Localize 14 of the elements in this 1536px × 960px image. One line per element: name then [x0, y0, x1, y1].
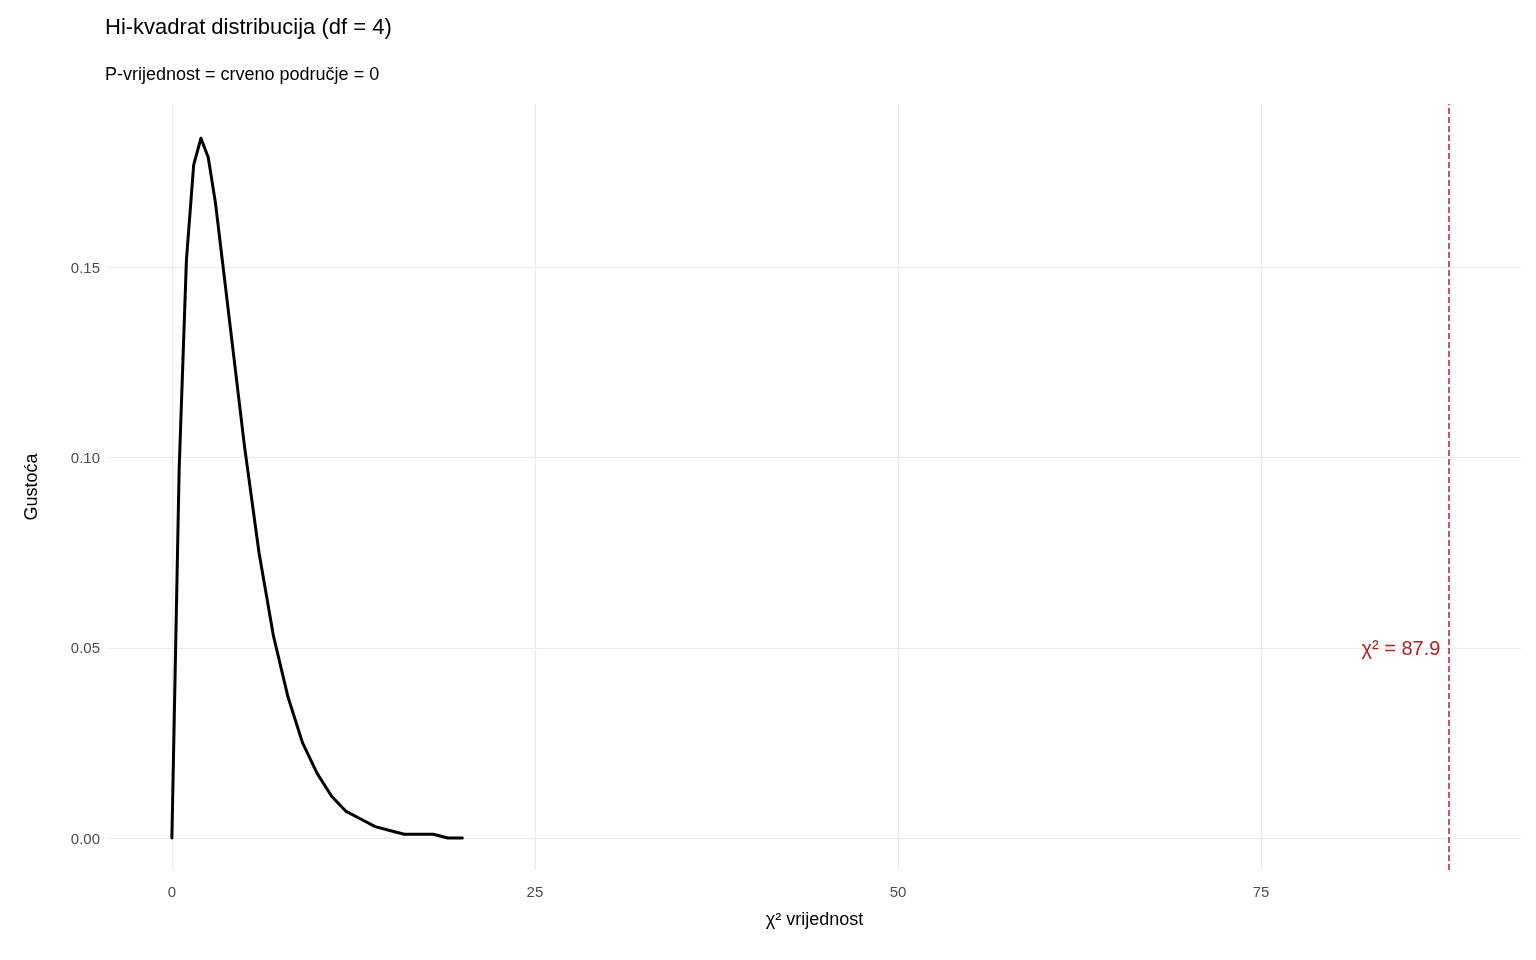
y-tick-label: 0.05: [70, 639, 100, 657]
y-tick-label: 0.10: [70, 449, 100, 467]
x-tick-label: 25: [526, 883, 544, 900]
x-tick-label: 0: [167, 883, 177, 900]
x-axis-title: χ² vrijednost: [765, 909, 864, 929]
ref-line-label: χ² = 87.9: [1361, 637, 1441, 659]
y-tick-label: 0.15: [70, 259, 100, 277]
x-tick-label: 50: [889, 883, 907, 900]
y-tick-label: 0.00: [70, 829, 100, 847]
chart-subtitle: P-vrijednost = crveno područje = 0: [105, 64, 380, 84]
x-tick-label: 75: [1252, 883, 1270, 900]
y-axis-title: Gustoća: [21, 452, 41, 521]
line-series: [170, 136, 464, 840]
chart-title: Hi-kvadrat distribucija (df = 4): [105, 13, 392, 39]
